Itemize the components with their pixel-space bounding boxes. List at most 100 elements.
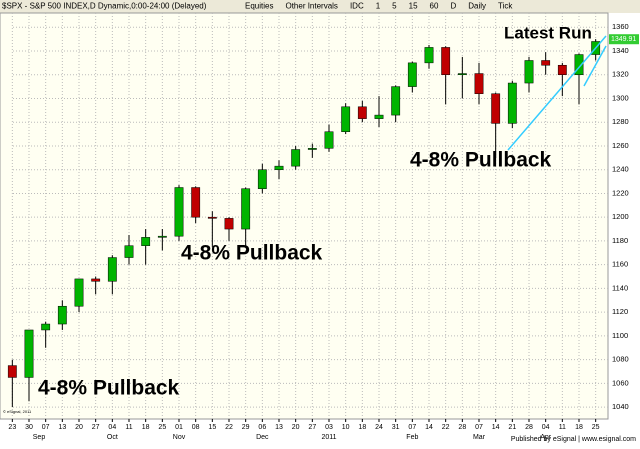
- x-tick-label: 01: [175, 424, 183, 431]
- candle-body: [141, 237, 151, 246]
- x-tick-label: 14: [492, 424, 500, 431]
- toolbar-item[interactable]: 60: [430, 2, 439, 11]
- month-label: Apr: [540, 434, 552, 441]
- y-tick-label: 1220: [612, 188, 629, 197]
- x-tick-label: 11: [125, 424, 132, 431]
- candle-body: [107, 257, 117, 282]
- x-tick-label: 18: [358, 424, 366, 431]
- x-tick-label: 31: [392, 424, 400, 431]
- month-label: Dec: [256, 434, 269, 441]
- x-tick-label: 24: [375, 424, 383, 431]
- toolbar-item[interactable]: Tick: [498, 2, 513, 11]
- x-tick-label: 27: [308, 424, 316, 431]
- month-label: Oct: [107, 434, 118, 441]
- toolbar-item[interactable]: IDC: [350, 2, 364, 11]
- footer: Published by eSignal | www.esignal.com: [511, 436, 636, 443]
- candle-body: [57, 305, 67, 325]
- candle-body: [324, 131, 334, 149]
- candle-body: [74, 278, 84, 307]
- y-tick-label: 1140: [612, 283, 628, 292]
- candle-body: [441, 47, 451, 75]
- y-tick-label: 1300: [612, 93, 629, 102]
- y-tick-label: 1080: [612, 355, 629, 364]
- y-tick-label: 1200: [612, 212, 629, 221]
- y-tick-label: 1040: [612, 402, 629, 411]
- toolbar-item[interactable]: Equities: [245, 2, 273, 11]
- candle-body: [91, 278, 101, 282]
- x-tick-label: 27: [92, 424, 100, 431]
- x-tick-label: 07: [475, 424, 483, 431]
- y-tick-label: 1240: [612, 165, 629, 174]
- candle-body: [507, 82, 517, 124]
- candle-body: [124, 245, 134, 258]
- candle-body: [191, 187, 201, 218]
- x-tick-label: 07: [408, 424, 416, 431]
- candle-body: [291, 149, 301, 167]
- candle-body: [257, 169, 267, 189]
- x-tick-label: 06: [258, 424, 266, 431]
- annotation: Latest Run: [504, 23, 592, 42]
- candle-body: [391, 86, 401, 116]
- month-label: Mar: [473, 434, 486, 441]
- x-tick-label: 30: [25, 424, 33, 431]
- toolbar-item[interactable]: Daily: [468, 2, 486, 11]
- x-tick-label: 28: [525, 424, 533, 431]
- month-label: 2011: [321, 434, 336, 441]
- plot: [7, 13, 608, 419]
- x-tick-label: 11: [559, 424, 566, 431]
- toolbar: [0, 0, 640, 13]
- candle-body: [24, 329, 34, 378]
- candle-body: [157, 235, 167, 238]
- candle-body: [407, 62, 417, 87]
- month-label: Feb: [406, 434, 418, 441]
- candle-body: [374, 114, 384, 119]
- candle-body: [341, 106, 351, 132]
- x-tick-label: 20: [292, 424, 300, 431]
- y-tick-label: 1260: [612, 141, 629, 150]
- candle-body: [224, 218, 234, 230]
- candle-body: [424, 47, 434, 64]
- candle-body: [474, 73, 484, 94]
- candle-body: [541, 60, 551, 66]
- candle-body: [307, 148, 317, 150]
- last-price-label: 1349.91: [611, 36, 636, 43]
- candle-body: [7, 365, 17, 378]
- plot-area: [0, 12, 609, 420]
- chart-title: $SPX - S&P 500 INDEX,D Dynamic,0:00-24:0…: [2, 2, 207, 11]
- month-label: Sep: [33, 434, 46, 441]
- x-tick-label: 10: [342, 424, 350, 431]
- x-tick-label: 14: [425, 424, 433, 431]
- x-tick-label: 04: [542, 424, 550, 431]
- y-tick-label: 1360: [612, 22, 629, 31]
- copyright: © eSignal, 2011: [3, 409, 32, 414]
- x-tick-label: 07: [42, 424, 50, 431]
- toolbar-items: Equities Other Intervals IDC 1 5 15 60 D Daily Ti…: [245, 2, 513, 11]
- last-price-box: [609, 34, 639, 45]
- x-tick-label: 04: [108, 424, 116, 431]
- toolbar-item[interactable]: 15: [409, 2, 418, 11]
- x-tick-label: 25: [158, 424, 166, 431]
- x-tick-label: 20: [75, 424, 83, 431]
- candle-body: [41, 323, 51, 331]
- candle-body: [174, 187, 184, 237]
- month-label: Nov: [173, 434, 186, 441]
- x-tick-label: 23: [8, 424, 16, 431]
- annotation: 4-8% Pullback: [181, 242, 323, 265]
- toolbar-item[interactable]: 1: [376, 2, 381, 11]
- y-tick-label: 1100: [612, 331, 628, 340]
- x-tick-label: 13: [275, 424, 283, 431]
- x-tick-label: 03: [325, 424, 333, 431]
- y-tick-label: 1120: [612, 307, 628, 316]
- trend-line: [583, 45, 607, 87]
- candle-body: [274, 165, 284, 170]
- trend-line: [507, 35, 607, 151]
- x-tick-label: 18: [575, 424, 583, 431]
- toolbar-item[interactable]: 5: [392, 2, 397, 11]
- x-tick-label: 13: [58, 424, 66, 431]
- x-tick-label: 08: [192, 424, 200, 431]
- x-tick-label: 22: [225, 424, 233, 431]
- toolbar-item[interactable]: D: [450, 2, 456, 11]
- candle-body: [357, 106, 367, 119]
- toolbar-item[interactable]: Other Intervals: [285, 2, 337, 11]
